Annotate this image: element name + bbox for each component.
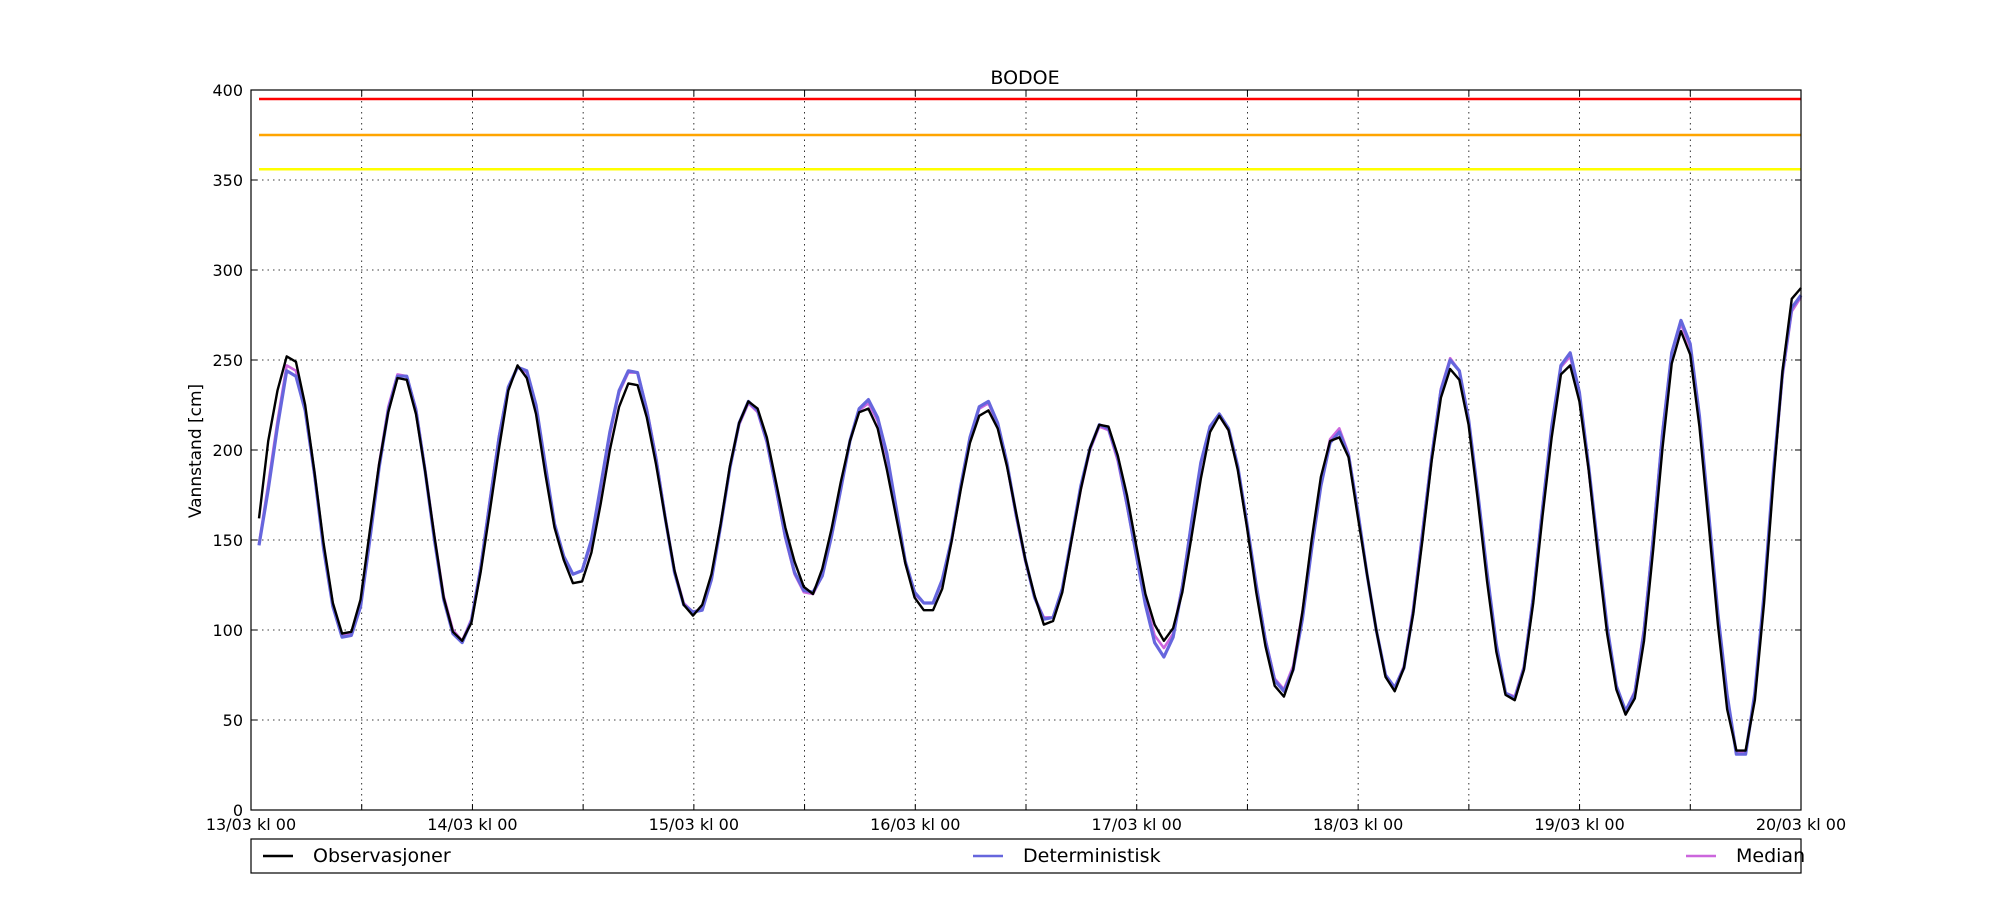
legend-frame (250, 838, 1802, 874)
series-lines (257, 287, 1803, 756)
x-tick-label: 18/03 kl 00 (1313, 815, 1403, 834)
y-tick-label: 350 (212, 171, 243, 190)
grid (251, 90, 1801, 810)
legend: Observasjoner Deterministisk Median (250, 838, 1805, 874)
y-tick-label: 300 (212, 261, 243, 280)
legend-label: Deterministisk (1023, 845, 1161, 867)
y-tick-label: 400 (212, 81, 243, 100)
axis-ticks: 0 50 100 150 200 250 300 350 400 13/03 kl 00 14/03… (206, 81, 1846, 834)
y-axis-label: Vannstand [cm] (186, 384, 206, 518)
y-tick-label: 50 (223, 711, 243, 730)
x-tick-label: 13/03 kl 00 (206, 815, 296, 834)
y-tick-label: 250 (212, 351, 243, 370)
legend-label: Observasjoner (313, 845, 451, 867)
y-tick-label: 150 (212, 531, 243, 550)
legend-label: Median (1736, 845, 1805, 867)
series-line-observasjoner (257, 287, 1802, 752)
x-tick-label: 14/03 kl 00 (427, 815, 517, 834)
x-tick-label: 20/03 kl 00 (1756, 815, 1846, 834)
threshold-lines (259, 97, 1801, 171)
x-tick-label: 19/03 kl 00 (1534, 815, 1624, 834)
x-tick-label: 16/03 kl 00 (870, 815, 960, 834)
series-line-deterministisk (257, 294, 1803, 756)
y-tick-label: 200 (212, 441, 243, 460)
y-tick-label: 0 (233, 801, 243, 820)
y-tick-label: 100 (212, 621, 243, 640)
x-tick-label: 17/03 kl 00 (1092, 815, 1182, 834)
chart-title: BODOE (990, 67, 1059, 89)
x-tick-label: 15/03 kl 00 (649, 815, 739, 834)
